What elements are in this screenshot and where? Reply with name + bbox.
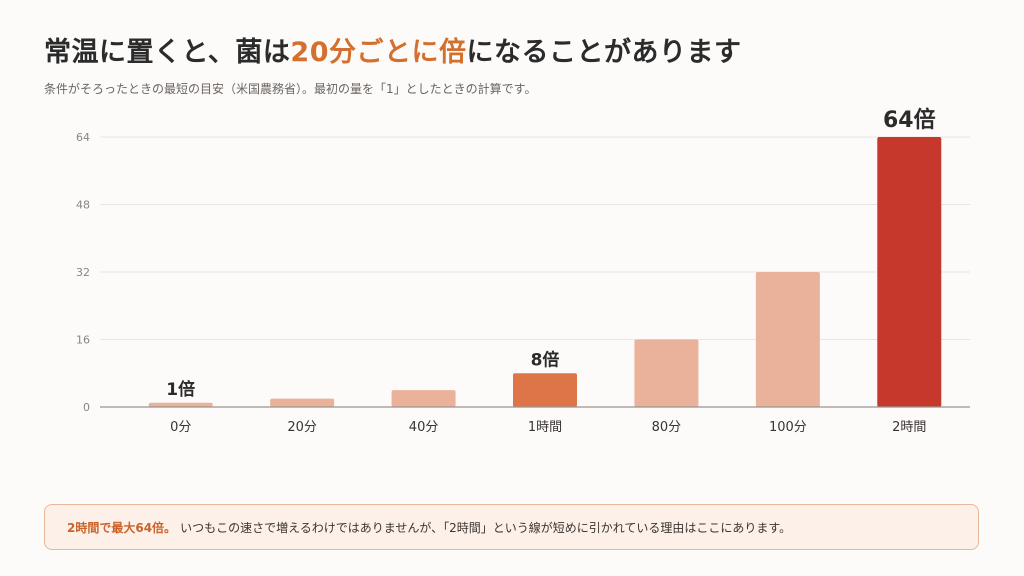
title-highlight: 20分ごとに倍: [290, 37, 467, 68]
bar: [755, 272, 820, 407]
x-tick-label: 0分: [170, 420, 191, 435]
bar: [634, 339, 699, 407]
callout-box: 2時間で最大64倍。 いつもこの速さで増えるわけではありませんが、「2時間」とい…: [44, 504, 979, 550]
x-tick-label: 2時間: [892, 420, 926, 435]
bar: [513, 373, 577, 407]
x-tick-label: 40分: [409, 420, 439, 435]
bar: [877, 137, 942, 407]
callout-lead: 2時間で最大64倍。: [67, 520, 177, 535]
page-title: 常温に置くと、菌は20分ごとに倍になることがあります: [44, 30, 742, 69]
x-tick-label: 1時間: [528, 420, 562, 435]
title-part-2: になることがあります: [466, 37, 742, 68]
bar: [270, 398, 335, 407]
data-label: 64倍: [883, 107, 936, 133]
y-tick-label: 48: [76, 199, 90, 212]
bar: [148, 402, 213, 407]
title-part-1: 常温に置くと、菌は: [44, 37, 291, 68]
y-tick-label: 16: [76, 334, 90, 347]
y-tick-label: 64: [76, 131, 90, 144]
callout-text: いつもこの速さで増えるわけではありませんが、「2時間」という線が短めに引かれてい…: [180, 520, 792, 535]
y-tick-label: 32: [76, 266, 90, 279]
data-label: 1倍: [166, 379, 195, 400]
data-label: 8倍: [531, 349, 560, 370]
bar: [391, 390, 456, 407]
page-subtitle: 条件がそろったときの最短の目安（米国農務省）。最初の量を「1」としたときの計算で…: [44, 82, 537, 96]
y-tick-label: 0: [83, 401, 90, 414]
x-tick-label: 20分: [287, 420, 317, 435]
bar-chart: 0 16 32 48 64 0分 20分 40分 1時間 80分 100分 2時間 1倍 8倍 64倍: [76, 107, 970, 435]
x-tick-label: 100分: [769, 420, 807, 435]
x-tick-label: 80分: [652, 420, 682, 435]
